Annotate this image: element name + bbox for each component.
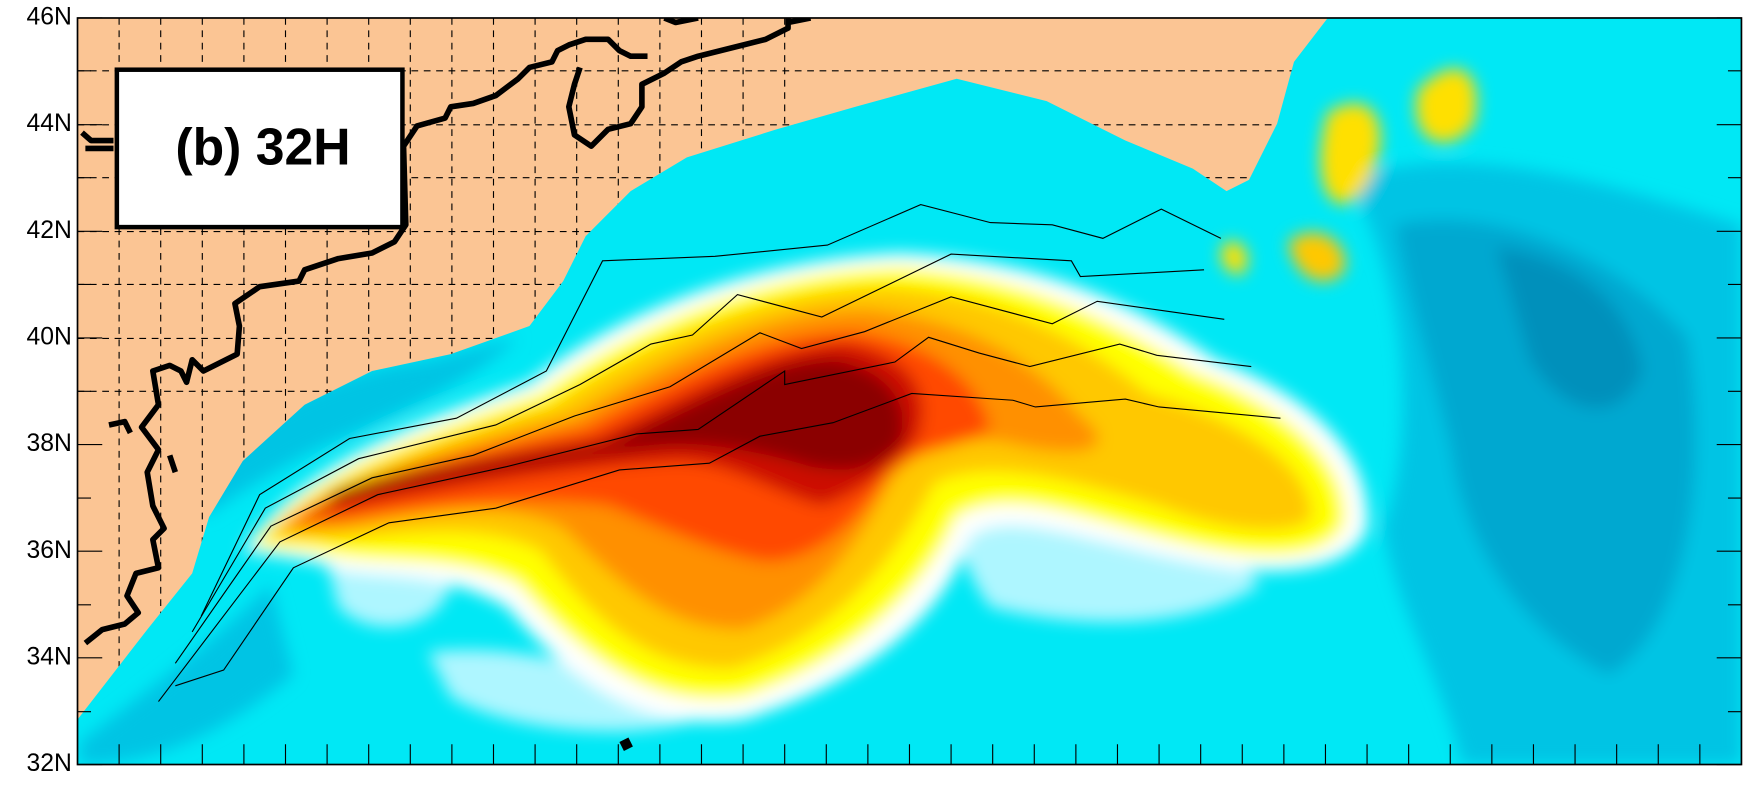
- lat-label: 36N: [27, 537, 72, 564]
- panel-label: (b) 32H: [175, 117, 350, 175]
- map-field: [77, 17, 1742, 765]
- lat-label: 32N: [27, 750, 72, 777]
- panel-box: [114, 67, 405, 230]
- lat-label: 38N: [27, 430, 72, 457]
- lat-label: 34N: [27, 643, 72, 670]
- lat-label: 40N: [27, 323, 72, 350]
- minor-ticks: [77, 70, 1742, 765]
- lat-axis: 46N 44N 42N 40N 38N 36N 34N 32N: [27, 4, 1742, 777]
- lat-label: 42N: [27, 217, 72, 244]
- lat-label: 44N: [27, 110, 72, 137]
- lat-label: 46N: [27, 4, 72, 31]
